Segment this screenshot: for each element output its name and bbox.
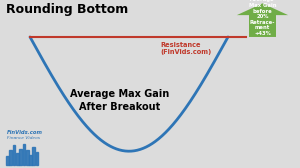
Bar — [26, 150, 28, 165]
Bar — [19, 149, 22, 165]
Bar — [36, 152, 38, 165]
Text: Resistance
(FinVids.com): Resistance (FinVids.com) — [160, 42, 212, 55]
Bar — [22, 144, 25, 165]
Bar — [29, 155, 32, 165]
Text: Average
Max Gain
before
20%
Retrace-
ment
+43%: Average Max Gain before 20% Retrace- men… — [249, 0, 276, 36]
Text: Average Max Gain
After Breakout: Average Max Gain After Breakout — [70, 89, 170, 112]
Bar — [9, 150, 12, 165]
Bar — [13, 145, 15, 165]
Polygon shape — [237, 3, 288, 37]
Bar — [16, 153, 19, 165]
Text: Finance Videos: Finance Videos — [7, 136, 40, 140]
Text: FinVids.com: FinVids.com — [7, 130, 43, 135]
Bar — [6, 156, 9, 165]
Bar — [32, 147, 35, 165]
Text: Rounding Bottom: Rounding Bottom — [6, 3, 128, 15]
